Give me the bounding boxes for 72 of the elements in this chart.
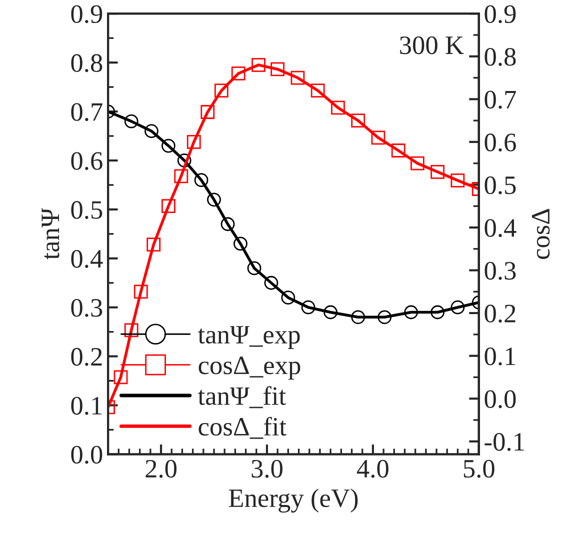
y2-tick-label: 0.2	[484, 304, 516, 323]
point	[351, 114, 366, 128]
point	[124, 323, 138, 338]
x-axis-title: Energy (eV)	[228, 488, 358, 513]
x-tick-label: 5.0	[464, 460, 494, 478]
point	[324, 305, 338, 320]
point	[290, 70, 305, 85]
point	[247, 261, 262, 276]
y-tick-label: 0.8	[71, 54, 102, 72]
point	[194, 173, 208, 188]
point	[146, 238, 161, 252]
point	[430, 164, 445, 179]
x-tick-label: 4.0	[356, 460, 388, 478]
point	[186, 134, 201, 149]
point	[161, 138, 176, 153]
point	[220, 217, 235, 232]
y2-tick-label: -0.1	[484, 433, 524, 451]
y-axis-title: tanΨ	[42, 208, 60, 260]
point	[231, 66, 246, 80]
legend-label: tanΨ_exp	[198, 326, 300, 349]
point	[144, 124, 158, 138]
point	[310, 84, 325, 98]
y2-tick-label: 0.1	[484, 347, 516, 366]
y2-tick-label: 0.5	[484, 176, 516, 194]
point	[134, 284, 148, 299]
point	[252, 58, 266, 72]
point	[207, 192, 221, 207]
y-tick-label: 0.5	[71, 201, 102, 219]
point	[270, 62, 285, 76]
y2-tick-label: 0.6	[484, 134, 516, 152]
point	[200, 105, 215, 119]
y2-tick-label: 0.8	[484, 48, 516, 66]
point	[450, 300, 465, 314]
point	[264, 276, 278, 290]
y2-tick-label: 0.7	[484, 90, 516, 109]
point	[371, 130, 386, 145]
y-tick-label: 0.6	[71, 152, 102, 170]
y-tick-label: 0.9	[71, 5, 102, 24]
y2-tick-label: 0.3	[484, 262, 516, 280]
y2-tick-label: 0.0	[484, 390, 516, 408]
point	[161, 199, 176, 214]
y-tick-label: 0.2	[71, 348, 102, 366]
y-tick-label: 0.3	[71, 298, 102, 317]
y-tick-label: 0.7	[71, 103, 102, 122]
point	[391, 144, 406, 158]
legend-label: tanΨ_fit	[198, 386, 286, 408]
point	[430, 305, 445, 320]
point	[214, 84, 228, 98]
y2-tick-label: 0.9	[484, 5, 516, 24]
y-tick-label: 0.4	[71, 250, 103, 268]
point	[114, 370, 128, 384]
y2-axis-title: cosΔ	[532, 208, 550, 259]
point	[351, 310, 366, 324]
point	[174, 169, 188, 184]
y2-tick-label: 0.4	[484, 219, 516, 238]
point	[234, 236, 248, 251]
point	[404, 305, 418, 320]
annotation: 300 K	[400, 36, 464, 54]
point	[301, 300, 316, 314]
y-tick-label: 0.0	[71, 446, 102, 464]
point	[177, 154, 192, 168]
legend-label: cosΔ_fit	[198, 416, 286, 439]
x-tick-label: 2.0	[146, 460, 177, 478]
x-tick-label: 3.0	[252, 460, 282, 478]
point	[378, 310, 392, 324]
legend-label: cosΔ_exp	[198, 356, 300, 380]
point	[281, 290, 296, 305]
point	[124, 114, 138, 128]
y-tick-label: 0.1	[71, 396, 102, 415]
point	[410, 156, 424, 170]
point	[450, 174, 465, 188]
point	[331, 100, 345, 115]
